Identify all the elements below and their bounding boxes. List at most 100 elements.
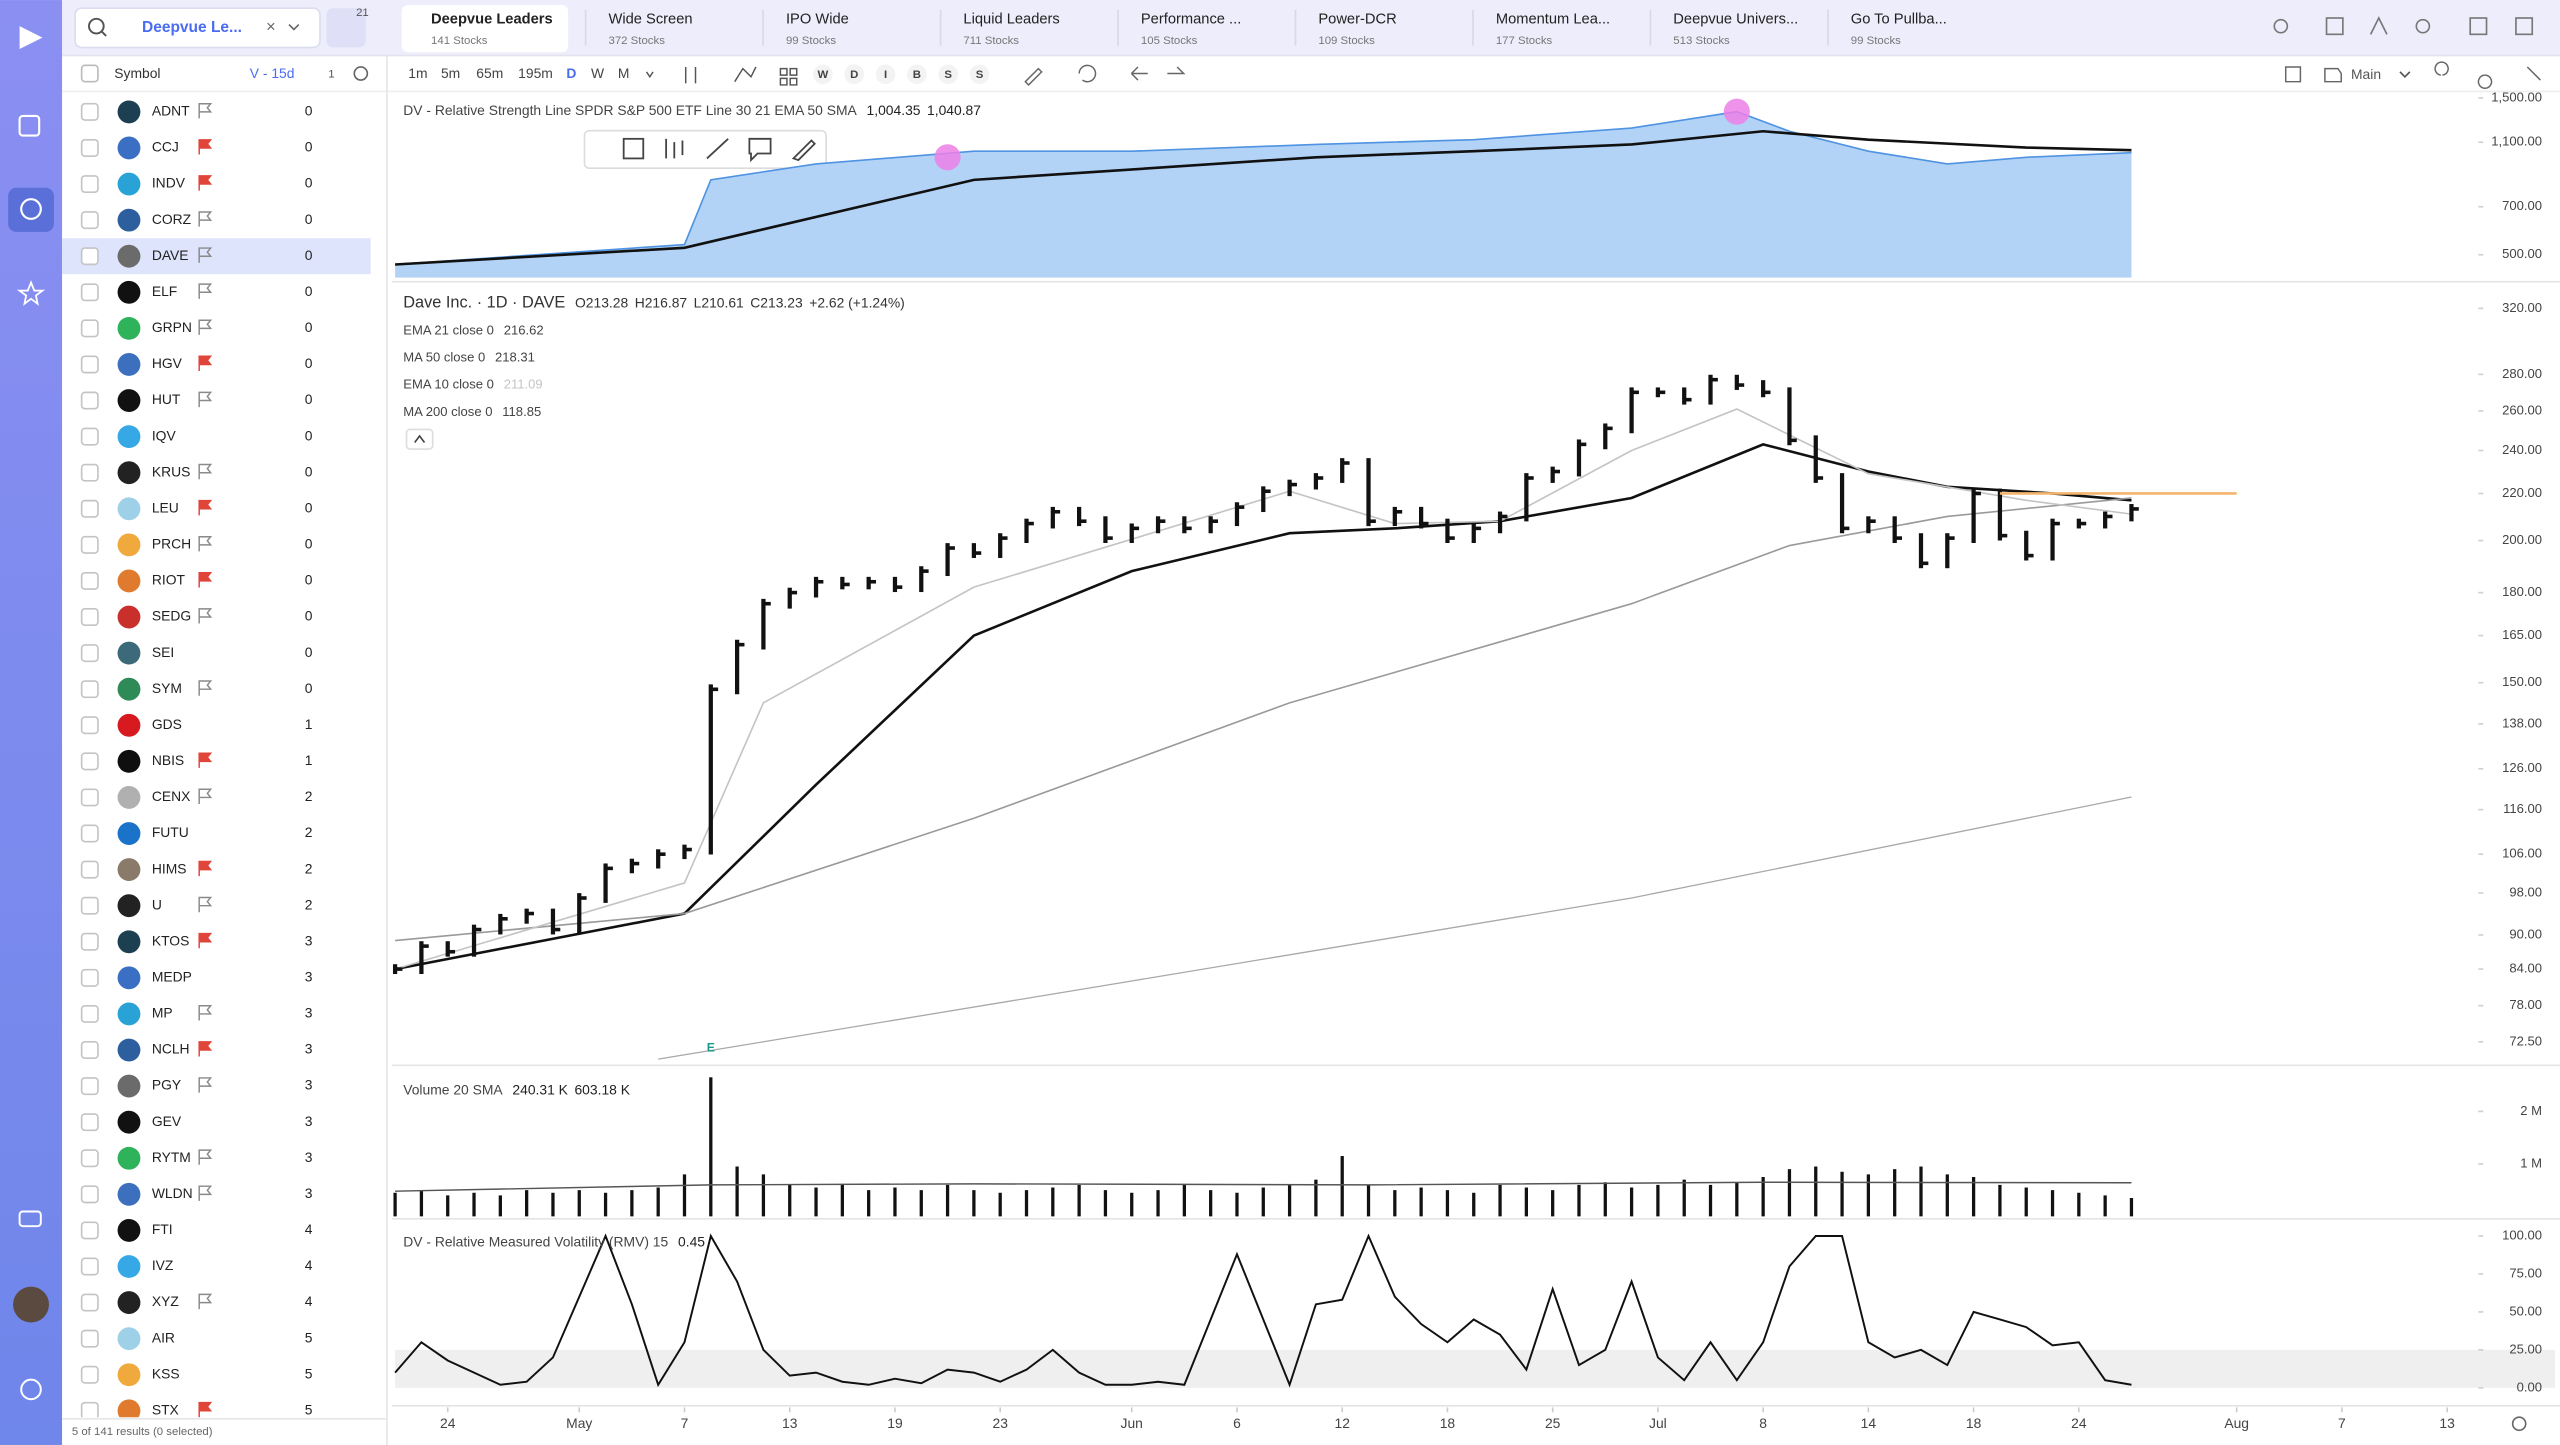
- tab-title[interactable]: Deepvue Univers...: [1673, 12, 1798, 28]
- tab-active[interactable]: [401, 4, 569, 53]
- ticker-symbol[interactable]: SYM: [152, 680, 182, 696]
- filter-button[interactable]: [326, 8, 366, 48]
- tab-count[interactable]: 372 Stocks: [608, 35, 665, 47]
- checkbox[interactable]: [80, 1004, 99, 1023]
- ticker-symbol[interactable]: KTOS: [152, 932, 189, 948]
- ticker-symbol[interactable]: ELF: [152, 283, 177, 299]
- ticker-symbol[interactable]: HIMS: [152, 860, 187, 876]
- nav-icon[interactable]: [18, 114, 41, 137]
- tab-count[interactable]: 513 Stocks: [1673, 35, 1730, 47]
- checkbox[interactable]: [80, 1113, 99, 1132]
- flag[interactable]: [198, 1005, 213, 1021]
- checkbox[interactable]: [80, 716, 99, 735]
- interval-button[interactable]: D: [566, 65, 576, 81]
- checkbox[interactable]: [80, 64, 99, 83]
- marker-toggle[interactable]: [813, 64, 833, 85]
- icon[interactable]: [2273, 18, 2289, 34]
- watchlist-name[interactable]: Deepvue Le...: [142, 19, 242, 36]
- ticker-symbol[interactable]: ADNT: [152, 103, 190, 119]
- tab-title[interactable]: Wide Screen: [608, 12, 692, 28]
- marker-label[interactable]: S: [944, 69, 952, 81]
- flag[interactable]: [198, 1041, 213, 1057]
- tab-count[interactable]: 177 Stocks: [1496, 35, 1553, 47]
- checkbox[interactable]: [80, 499, 99, 518]
- flag[interactable]: [198, 1401, 213, 1418]
- ticker-symbol[interactable]: FTI: [152, 1221, 173, 1237]
- ticker-symbol[interactable]: PGY: [152, 1077, 181, 1093]
- checkbox[interactable]: [80, 680, 99, 699]
- search-box[interactable]: [74, 7, 321, 49]
- marker-label[interactable]: S: [976, 69, 984, 81]
- marker-toggle[interactable]: [875, 64, 896, 85]
- flag[interactable]: [198, 896, 213, 913]
- column-header[interactable]: V - 15d: [250, 65, 295, 81]
- ticker-symbol[interactable]: SEI: [152, 644, 174, 660]
- flag[interactable]: [198, 499, 213, 516]
- checkbox[interactable]: [80, 1257, 99, 1276]
- checkbox[interactable]: [80, 211, 99, 230]
- checkbox[interactable]: [80, 752, 99, 771]
- checkbox[interactable]: [80, 138, 99, 157]
- checkbox[interactable]: [80, 788, 99, 807]
- checkbox[interactable]: [80, 896, 99, 915]
- checkbox[interactable]: [80, 968, 99, 987]
- ticker-symbol[interactable]: STX: [152, 1401, 179, 1417]
- ticker-symbol[interactable]: GEV: [152, 1113, 182, 1129]
- tab-count[interactable]: 99 Stocks: [1851, 35, 1901, 47]
- ticker-symbol[interactable]: CCJ: [152, 139, 179, 155]
- marker-label[interactable]: W: [817, 69, 828, 81]
- flag[interactable]: [198, 1293, 213, 1310]
- flag[interactable]: [198, 139, 213, 155]
- nav-active[interactable]: [8, 187, 54, 232]
- ticker-symbol[interactable]: DAVE: [152, 247, 189, 263]
- tab-title[interactable]: Liquid Leaders: [963, 12, 1059, 28]
- checkbox[interactable]: [80, 1365, 99, 1384]
- checkbox[interactable]: [80, 283, 99, 302]
- flag[interactable]: [198, 463, 213, 480]
- layout-name[interactable]: Main: [2351, 66, 2381, 82]
- ticker-symbol[interactable]: IVZ: [152, 1257, 174, 1273]
- flag[interactable]: [198, 572, 213, 588]
- checkbox[interactable]: [80, 824, 99, 843]
- ticker-symbol[interactable]: PRCH: [152, 536, 191, 552]
- settings-icon[interactable]: [353, 66, 369, 81]
- tab-title[interactable]: Power-DCR: [1318, 12, 1396, 28]
- tab-count[interactable]: 141 Stocks: [431, 35, 488, 47]
- tab-title[interactable]: Performance ...: [1141, 12, 1241, 28]
- checkbox[interactable]: [80, 355, 99, 374]
- checkbox[interactable]: [80, 1329, 99, 1348]
- flag[interactable]: [198, 1077, 213, 1093]
- icon[interactable]: [2415, 18, 2431, 34]
- icon[interactable]: [2469, 17, 2488, 36]
- interval-button[interactable]: 5m: [441, 65, 460, 81]
- flag[interactable]: [198, 788, 213, 804]
- ticker-symbol[interactable]: INDV: [152, 175, 186, 191]
- interval-button[interactable]: 65m: [476, 65, 503, 81]
- marker-toggle[interactable]: [938, 64, 959, 85]
- dropdown-icon[interactable]: [288, 23, 300, 31]
- marker-label[interactable]: B: [913, 69, 921, 81]
- tab-title[interactable]: IPO Wide: [786, 12, 849, 28]
- ticker-symbol[interactable]: RIOT: [152, 572, 186, 588]
- checkbox[interactable]: [80, 1185, 99, 1204]
- checkbox[interactable]: [80, 1077, 99, 1096]
- icon[interactable]: [2515, 17, 2534, 36]
- flag[interactable]: [198, 247, 213, 263]
- flag[interactable]: [198, 752, 213, 768]
- ticker-symbol[interactable]: LEU: [152, 499, 179, 515]
- interval-button[interactable]: M: [618, 65, 630, 81]
- checkbox[interactable]: [80, 535, 99, 554]
- ticker-symbol[interactable]: GRPN: [152, 319, 192, 335]
- row-selected[interactable]: [62, 238, 371, 275]
- ticker-symbol[interactable]: XYZ: [152, 1293, 179, 1309]
- checkbox[interactable]: [80, 1149, 99, 1168]
- flag[interactable]: [198, 608, 213, 624]
- ticker-symbol[interactable]: CENX: [152, 788, 191, 804]
- checkbox[interactable]: [80, 571, 99, 590]
- ticker-symbol[interactable]: RYTM: [152, 1149, 191, 1165]
- nav-icon[interactable]: [20, 1378, 42, 1401]
- ticker-symbol[interactable]: IQV: [152, 427, 177, 443]
- checkbox[interactable]: [80, 608, 99, 627]
- flag[interactable]: [198, 211, 213, 227]
- flag[interactable]: [198, 355, 213, 371]
